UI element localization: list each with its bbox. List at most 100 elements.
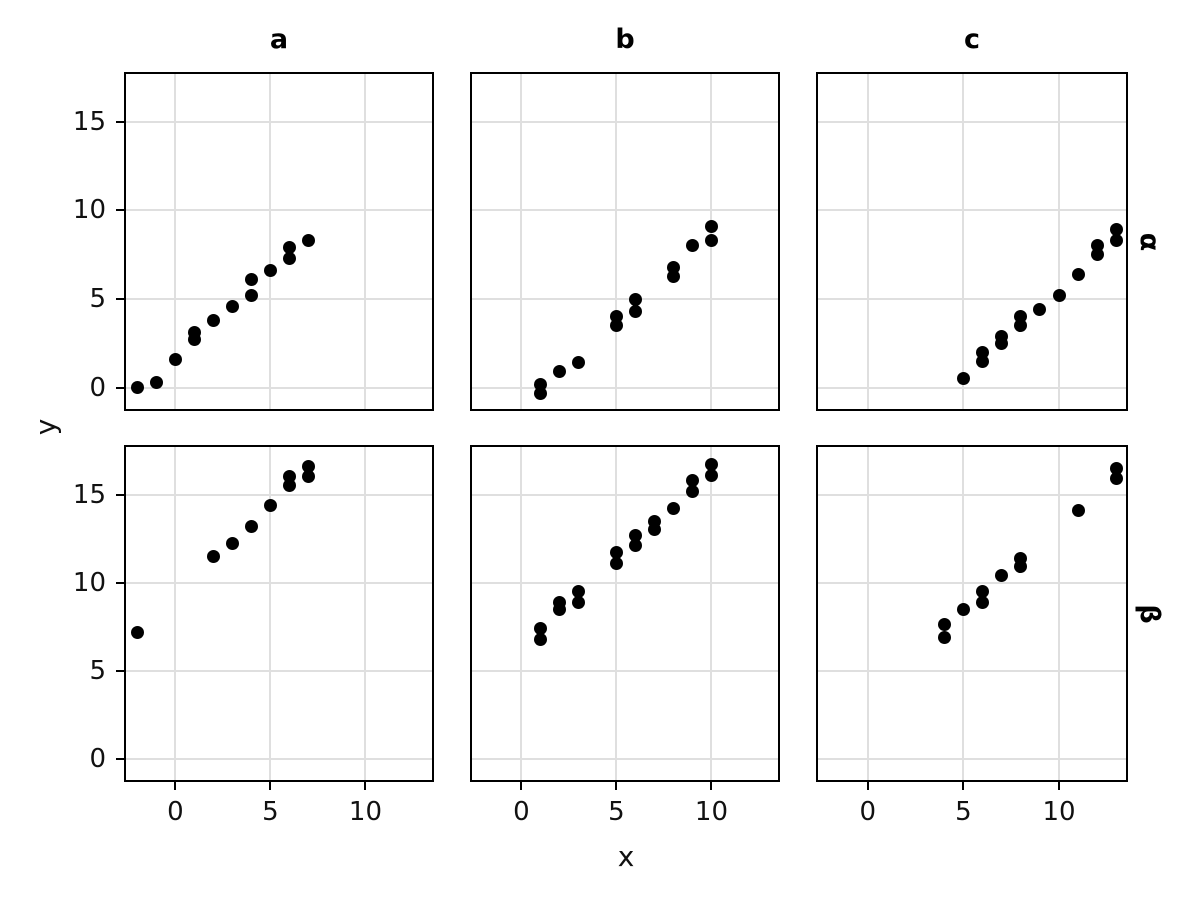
panel-b-alpha [470,72,780,411]
x-tick-label: 10 [348,797,383,827]
data-point [647,514,661,528]
x-tick-label: 10 [694,797,729,827]
y-tick-label: 5 [89,655,106,686]
data-point [976,584,990,598]
y-tick-label: 0 [89,372,106,403]
data-point [628,539,642,553]
data-point [244,273,258,287]
y-axis-title: y [29,418,62,436]
major-gridline-horizontal [126,493,432,496]
data-point [130,625,144,639]
data-point [301,234,315,248]
y-axis-tick-mark [116,209,124,212]
data-point [628,528,642,542]
data-point [937,630,951,644]
x-axis-tick-mark [710,782,713,790]
x-axis-tick-mark [364,782,367,790]
facet-strip-alpha: α [1134,232,1165,251]
y-axis-tick-mark [116,120,124,123]
major-gridline-horizontal [472,120,778,123]
major-gridline-vertical [710,447,713,780]
major-gridline-horizontal [126,757,432,760]
data-point [571,356,585,370]
data-point [609,556,623,570]
major-gridline-vertical [866,447,869,780]
major-gridline-horizontal [818,757,1126,760]
y-axis-tick-mark [116,757,124,760]
x-axis-tick-mark [269,782,272,790]
data-point [685,484,699,498]
major-gridline-horizontal [472,581,778,584]
data-point [976,595,990,609]
major-gridline-horizontal [126,209,432,212]
major-gridline-vertical [615,74,618,409]
data-point [552,595,566,609]
major-gridline-vertical [364,447,367,780]
panel-b-beta [470,445,780,782]
major-gridline-vertical [866,74,869,409]
major-gridline-horizontal [818,209,1126,212]
x-axis-tick-mark [962,782,965,790]
y-tick-label: 15 [72,479,106,510]
data-point [1109,234,1123,248]
major-gridline-horizontal [818,669,1126,672]
x-tick-label: 5 [608,797,625,827]
data-point [571,595,585,609]
x-axis-tick-mark [615,782,618,790]
major-gridline-vertical [174,74,177,409]
data-point [244,519,258,533]
major-gridline-horizontal [126,120,432,123]
data-point [628,292,642,306]
major-gridline-vertical [174,447,177,780]
data-point [130,381,144,395]
data-point [1109,472,1123,486]
data-point [225,537,239,551]
panel-a-alpha [124,72,434,411]
y-axis-tick-mark [116,493,124,496]
data-point [149,375,163,389]
x-tick-label: 0 [167,797,184,827]
data-point [995,329,1009,343]
data-point [609,546,623,560]
data-point [263,264,277,278]
data-point [1090,239,1104,253]
major-gridline-horizontal [472,493,778,496]
data-point [1014,310,1028,324]
y-tick-label: 15 [72,106,106,137]
major-gridline-horizontal [472,209,778,212]
data-point [628,305,642,318]
y-tick-label: 5 [89,284,106,315]
panel-c-alpha [816,72,1128,411]
data-point [571,584,585,598]
data-point [282,251,296,265]
y-axis-tick-mark [116,386,124,389]
major-gridline-vertical [1058,447,1061,780]
data-point [704,468,718,482]
data-point [704,234,718,248]
facet-strip-beta: β [1134,603,1165,624]
data-point [168,352,182,366]
data-point [704,219,718,233]
data-point [263,498,277,512]
data-point [282,241,296,255]
x-tick-label: 0 [513,797,530,827]
major-gridline-vertical [364,74,367,409]
data-point [282,470,296,484]
data-point [533,632,547,646]
x-axis-tick-mark [174,782,177,790]
data-point [206,313,220,327]
x-axis-tick-mark [1058,782,1061,790]
data-point [187,326,201,340]
data-point [1033,303,1047,317]
data-point [533,377,547,391]
data-point [1090,248,1104,262]
data-point [533,621,547,635]
major-gridline-vertical [615,447,618,780]
data-point [704,458,718,472]
data-point [666,260,680,274]
major-gridline-horizontal [472,669,778,672]
major-gridline-vertical [1058,74,1061,409]
data-point [244,289,258,303]
data-point [976,345,990,359]
